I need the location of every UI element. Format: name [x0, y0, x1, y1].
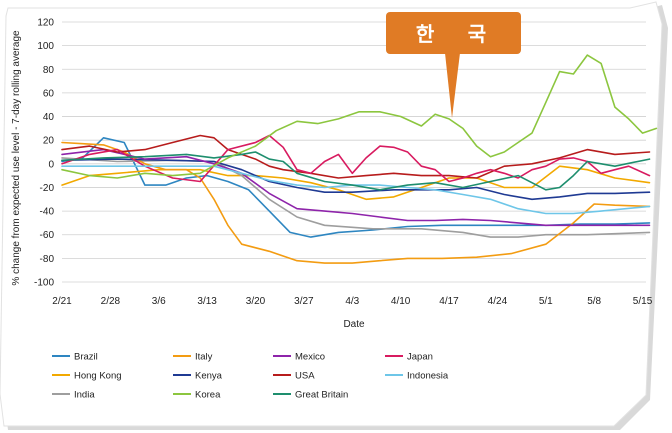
gridlines	[62, 21, 646, 283]
callout-label: 한 국	[416, 23, 500, 46]
korea-callout: 한 국	[386, 12, 521, 118]
legend-label: Indonesia	[407, 371, 449, 382]
y-tick-label: -80	[40, 254, 55, 265]
x-tick-label: 4/10	[391, 296, 411, 307]
legend-item: Kenya	[173, 371, 223, 382]
legend-label: Mexico	[295, 352, 325, 363]
legend-item: Japan	[385, 352, 433, 363]
x-axis-label: Date	[343, 319, 365, 330]
x-tick-label: 5/15	[633, 296, 653, 307]
legend-item: Brazil	[52, 352, 98, 363]
x-tick-label: 2/21	[52, 296, 72, 307]
legend-label: Korea	[195, 390, 221, 401]
legend-label: Great Britain	[295, 390, 348, 401]
y-tick-label: -20	[40, 183, 55, 194]
legend-item: Great Britain	[273, 390, 348, 401]
x-tick-label: 5/1	[539, 296, 553, 307]
x-tick-labels: 2/21 2/28 3/6 3/13 3/20 3/27 4/3 4/10 4/17 4/24 5/…	[52, 296, 652, 307]
series-line-kenya	[61, 158, 651, 201]
x-tick-label: 4/17	[439, 296, 459, 307]
x-tick-label: 3/27	[294, 296, 314, 307]
x-tick-label: 4/24	[488, 296, 508, 307]
y-tick-label: 20	[43, 136, 55, 147]
legend-label: Italy	[195, 352, 213, 363]
series-line-italy	[61, 141, 651, 264]
x-tick-label: 4/3	[345, 296, 359, 307]
legend-label: Brazil	[74, 352, 98, 363]
y-tick-label: -60	[40, 230, 55, 241]
series-line-great-britain	[61, 151, 651, 191]
x-tick-label: 2/28	[101, 296, 121, 307]
y-tick-label: -100	[34, 278, 54, 289]
x-tick-label: 3/6	[152, 296, 166, 307]
x-tick-label: 3/20	[246, 296, 266, 307]
y-tick-label: -40	[40, 207, 55, 218]
legend: Brazil Italy Mexico Japan Hong Kong Kenya USA I…	[52, 352, 449, 401]
series-lines	[61, 54, 658, 264]
legend-label: USA	[295, 371, 315, 382]
legend-label: Japan	[407, 352, 433, 363]
legend-label: India	[74, 390, 95, 401]
legend-item: Italy	[173, 352, 213, 363]
x-tick-label: 3/13	[197, 296, 217, 307]
y-tick-labels: 120 100 80 60 40 20 0 -20 -40 -60 -80 -100	[34, 18, 54, 289]
series-line-mexico	[61, 148, 651, 227]
y-tick-label: 0	[48, 159, 54, 170]
legend-label: Kenya	[195, 371, 223, 382]
callout-box	[386, 12, 521, 54]
callout-pointer	[445, 53, 460, 118]
y-tick-label: 120	[37, 18, 54, 29]
legend-item: India	[52, 390, 95, 401]
y-tick-label: 80	[43, 65, 55, 76]
y-tick-label: 40	[43, 112, 55, 123]
legend-item: Korea	[173, 390, 221, 401]
legend-item: Hong Kong	[52, 371, 122, 382]
series-line-korea	[61, 54, 658, 179]
x-tick-label: 5/8	[587, 296, 601, 307]
series-line-japan	[61, 134, 651, 183]
y-axis-label: % change from expected use level - 7-day…	[11, 30, 22, 286]
y-tick-label: 60	[43, 88, 55, 99]
legend-item: USA	[273, 371, 315, 382]
legend-item: Mexico	[273, 352, 325, 363]
panel	[0, 1, 663, 427]
y-tick-label: 100	[37, 41, 54, 52]
legend-item: Indonesia	[385, 371, 449, 382]
legend-label: Hong Kong	[74, 371, 122, 382]
